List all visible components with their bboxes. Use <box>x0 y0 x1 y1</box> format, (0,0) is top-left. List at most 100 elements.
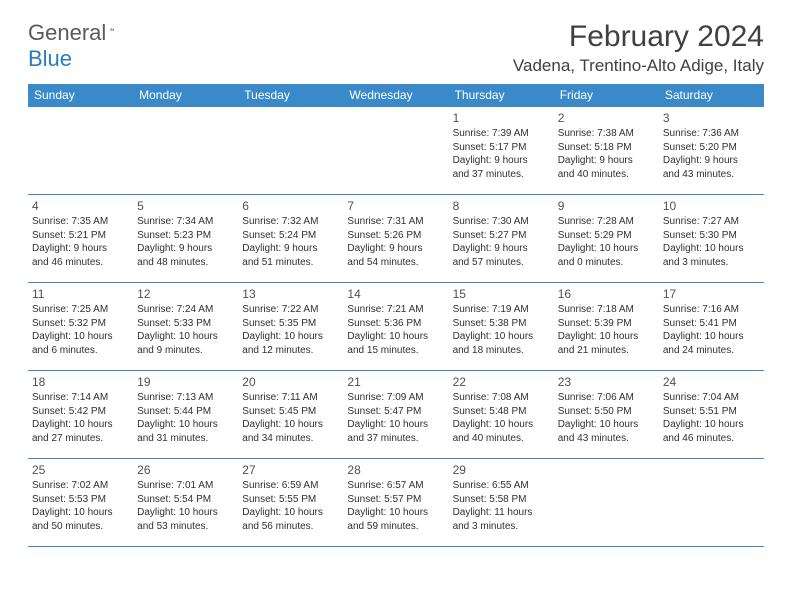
calendar-cell: 16Sunrise: 7:18 AMSunset: 5:39 PMDayligh… <box>554 283 659 371</box>
sunrise-text: Sunrise: 7:04 AM <box>663 391 760 405</box>
daylight1-text: Daylight: 10 hours <box>663 418 760 432</box>
sunset-text: Sunset: 5:54 PM <box>137 493 234 507</box>
weekday-header: Tuesday <box>238 84 343 107</box>
sunset-text: Sunset: 5:51 PM <box>663 405 760 419</box>
daylight1-text: Daylight: 9 hours <box>453 154 550 168</box>
daylight1-text: Daylight: 9 hours <box>137 242 234 256</box>
title-block: February 2024 Vadena, Trentino-Alto Adig… <box>513 20 764 76</box>
day-number: 9 <box>558 198 655 214</box>
calendar-cell: 19Sunrise: 7:13 AMSunset: 5:44 PMDayligh… <box>133 371 238 459</box>
daylight2-text: and 40 minutes. <box>558 168 655 182</box>
day-number: 19 <box>137 374 234 390</box>
day-number: 6 <box>242 198 339 214</box>
daylight1-text: Daylight: 10 hours <box>347 330 444 344</box>
daylight2-text: and 43 minutes. <box>663 168 760 182</box>
daylight2-text: and 51 minutes. <box>242 256 339 270</box>
sunset-text: Sunset: 5:24 PM <box>242 229 339 243</box>
sunrise-text: Sunrise: 7:16 AM <box>663 303 760 317</box>
weekday-header: Friday <box>554 84 659 107</box>
day-number: 27 <box>242 462 339 478</box>
day-number: 20 <box>242 374 339 390</box>
daylight1-text: Daylight: 10 hours <box>558 242 655 256</box>
page: General February 2024 Vadena, Trentino-A… <box>0 0 792 567</box>
daylight1-text: Daylight: 9 hours <box>32 242 129 256</box>
day-number: 10 <box>663 198 760 214</box>
daylight1-text: Daylight: 11 hours <box>453 506 550 520</box>
calendar-table: Sunday Monday Tuesday Wednesday Thursday… <box>28 84 764 547</box>
calendar-cell <box>343 107 448 195</box>
daylight2-text: and 40 minutes. <box>453 432 550 446</box>
calendar-cell <box>133 107 238 195</box>
calendar-row: 1Sunrise: 7:39 AMSunset: 5:17 PMDaylight… <box>28 107 764 195</box>
daylight2-text: and 34 minutes. <box>242 432 339 446</box>
day-number: 28 <box>347 462 444 478</box>
daylight2-text: and 15 minutes. <box>347 344 444 358</box>
sunset-text: Sunset: 5:17 PM <box>453 141 550 155</box>
sunrise-text: Sunrise: 6:59 AM <box>242 479 339 493</box>
calendar-cell: 28Sunrise: 6:57 AMSunset: 5:57 PMDayligh… <box>343 459 448 547</box>
sunset-text: Sunset: 5:35 PM <box>242 317 339 331</box>
calendar-row: 11Sunrise: 7:25 AMSunset: 5:32 PMDayligh… <box>28 283 764 371</box>
sunset-text: Sunset: 5:47 PM <box>347 405 444 419</box>
daylight1-text: Daylight: 9 hours <box>558 154 655 168</box>
sunset-text: Sunset: 5:57 PM <box>347 493 444 507</box>
calendar-cell <box>28 107 133 195</box>
day-number: 25 <box>32 462 129 478</box>
sunset-text: Sunset: 5:45 PM <box>242 405 339 419</box>
sunset-text: Sunset: 5:42 PM <box>32 405 129 419</box>
calendar-cell: 11Sunrise: 7:25 AMSunset: 5:32 PMDayligh… <box>28 283 133 371</box>
calendar-cell: 5Sunrise: 7:34 AMSunset: 5:23 PMDaylight… <box>133 195 238 283</box>
daylight2-text: and 46 minutes. <box>32 256 129 270</box>
sunrise-text: Sunrise: 7:38 AM <box>558 127 655 141</box>
calendar-cell: 21Sunrise: 7:09 AMSunset: 5:47 PMDayligh… <box>343 371 448 459</box>
daylight2-text: and 3 minutes. <box>453 520 550 534</box>
brand-logo: General <box>28 20 134 46</box>
sunset-text: Sunset: 5:30 PM <box>663 229 760 243</box>
sunrise-text: Sunrise: 6:55 AM <box>453 479 550 493</box>
sunset-text: Sunset: 5:48 PM <box>453 405 550 419</box>
calendar-cell <box>554 459 659 547</box>
weekday-header: Sunday <box>28 84 133 107</box>
sunrise-text: Sunrise: 7:02 AM <box>32 479 129 493</box>
sunset-text: Sunset: 5:18 PM <box>558 141 655 155</box>
daylight2-text: and 37 minutes. <box>453 168 550 182</box>
calendar-cell: 23Sunrise: 7:06 AMSunset: 5:50 PMDayligh… <box>554 371 659 459</box>
daylight1-text: Daylight: 10 hours <box>242 330 339 344</box>
daylight1-text: Daylight: 10 hours <box>137 506 234 520</box>
daylight2-text: and 18 minutes. <box>453 344 550 358</box>
calendar-cell: 10Sunrise: 7:27 AMSunset: 5:30 PMDayligh… <box>659 195 764 283</box>
weekday-header: Monday <box>133 84 238 107</box>
daylight1-text: Daylight: 10 hours <box>347 506 444 520</box>
sunrise-text: Sunrise: 7:18 AM <box>558 303 655 317</box>
day-number: 15 <box>453 286 550 302</box>
header: General February 2024 Vadena, Trentino-A… <box>28 20 764 76</box>
day-number: 11 <box>32 286 129 302</box>
sunset-text: Sunset: 5:39 PM <box>558 317 655 331</box>
daylight1-text: Daylight: 10 hours <box>137 418 234 432</box>
daylight1-text: Daylight: 10 hours <box>453 330 550 344</box>
month-title: February 2024 <box>513 20 764 54</box>
calendar-cell: 27Sunrise: 6:59 AMSunset: 5:55 PMDayligh… <box>238 459 343 547</box>
sunrise-text: Sunrise: 7:27 AM <box>663 215 760 229</box>
sunrise-text: Sunrise: 7:01 AM <box>137 479 234 493</box>
sunset-text: Sunset: 5:44 PM <box>137 405 234 419</box>
calendar-cell: 8Sunrise: 7:30 AMSunset: 5:27 PMDaylight… <box>449 195 554 283</box>
calendar-cell: 13Sunrise: 7:22 AMSunset: 5:35 PMDayligh… <box>238 283 343 371</box>
sunset-text: Sunset: 5:27 PM <box>453 229 550 243</box>
daylight2-text: and 31 minutes. <box>137 432 234 446</box>
sunrise-text: Sunrise: 7:25 AM <box>32 303 129 317</box>
day-number: 22 <box>453 374 550 390</box>
daylight1-text: Daylight: 10 hours <box>347 418 444 432</box>
sunrise-text: Sunrise: 7:19 AM <box>453 303 550 317</box>
day-number: 14 <box>347 286 444 302</box>
day-number: 24 <box>663 374 760 390</box>
daylight2-text: and 0 minutes. <box>558 256 655 270</box>
daylight2-text: and 24 minutes. <box>663 344 760 358</box>
daylight2-text: and 54 minutes. <box>347 256 444 270</box>
day-number: 3 <box>663 110 760 126</box>
day-number: 16 <box>558 286 655 302</box>
calendar-row: 25Sunrise: 7:02 AMSunset: 5:53 PMDayligh… <box>28 459 764 547</box>
daylight2-text: and 56 minutes. <box>242 520 339 534</box>
daylight2-text: and 48 minutes. <box>137 256 234 270</box>
calendar-cell: 22Sunrise: 7:08 AMSunset: 5:48 PMDayligh… <box>449 371 554 459</box>
